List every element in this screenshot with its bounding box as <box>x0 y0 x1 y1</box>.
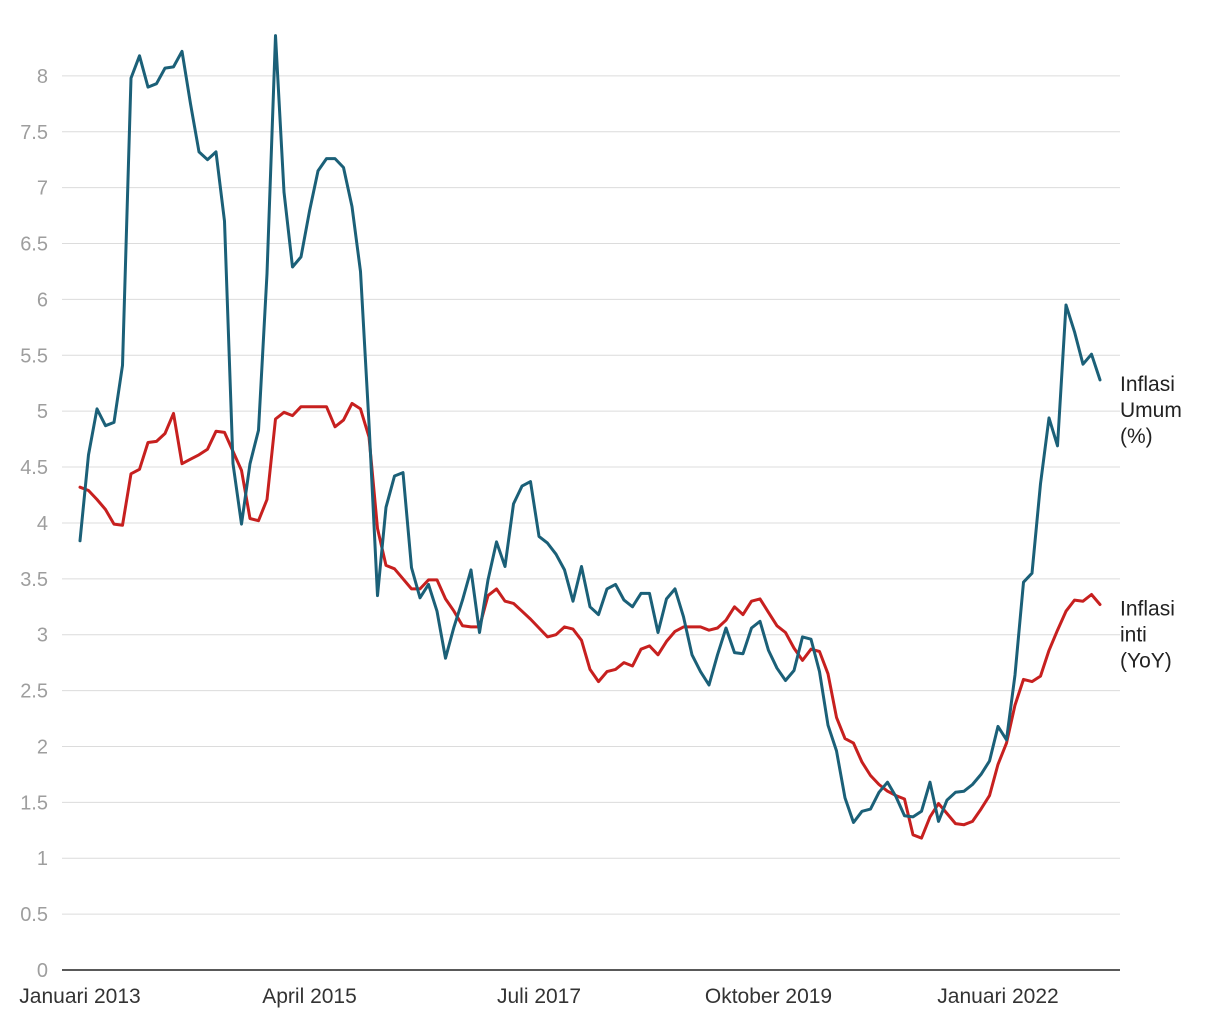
series-label-inflasi-inti: Inflasi inti (YoY) <box>1120 598 1175 673</box>
series-label-line: Inflasi <box>1120 598 1175 621</box>
y-tick-label: 0 <box>37 960 48 982</box>
y-tick-label: 7.5 <box>20 122 48 144</box>
y-tick-label: 1 <box>37 848 48 870</box>
y-tick-label: 6 <box>37 289 48 311</box>
series-labels: Inflasi Umum (%) Inflasi inti (YoY) <box>1120 373 1182 673</box>
y-tick-label: 2 <box>37 736 48 758</box>
series-label-line: Inflasi <box>1120 373 1175 396</box>
x-tick-label: Januari 2022 <box>937 985 1058 1008</box>
y-tick-label: 3.5 <box>20 569 48 591</box>
series-label-inflasi-umum: Inflasi Umum (%) <box>1120 373 1182 448</box>
gridlines <box>62 75 1120 915</box>
y-axis-ticks: 0 0.5 1 1.5 2 2.5 3 3.5 4 4.5 5 5.5 6 6.5 7 7.5 8 <box>20 66 48 982</box>
series-label-line: Umum <box>1120 399 1182 422</box>
x-axis-ticks: Januari 2013 April 2015 Juli 2017 Oktober 2… <box>19 985 1058 1008</box>
series-label-line: (%) <box>1120 425 1153 448</box>
y-tick-label: 8 <box>37 66 48 88</box>
series-label-line: (YoY) <box>1120 650 1172 673</box>
series-lines <box>78 34 1102 840</box>
series-line-inflasi-inti <box>78 401 1102 840</box>
y-tick-label: 7 <box>37 178 48 200</box>
y-tick-label: 4.5 <box>20 457 48 479</box>
series-label-line: inti <box>1120 624 1147 647</box>
y-tick-label: 5.5 <box>20 345 48 367</box>
y-tick-label: 5 <box>37 401 48 423</box>
x-tick-label: Juli 2017 <box>497 985 581 1008</box>
x-tick-label: Januari 2013 <box>19 985 140 1008</box>
y-tick-label: 0.5 <box>20 904 48 926</box>
y-tick-label: 3 <box>37 625 48 647</box>
x-tick-label: Oktober 2019 <box>705 985 832 1008</box>
y-tick-label: 2.5 <box>20 681 48 703</box>
y-tick-label: 6.5 <box>20 234 48 256</box>
y-tick-label: 1.5 <box>20 792 48 814</box>
y-tick-label: 4 <box>37 513 48 535</box>
series-line-inflasi-umum <box>78 34 1102 824</box>
x-tick-label: April 2015 <box>262 985 357 1008</box>
